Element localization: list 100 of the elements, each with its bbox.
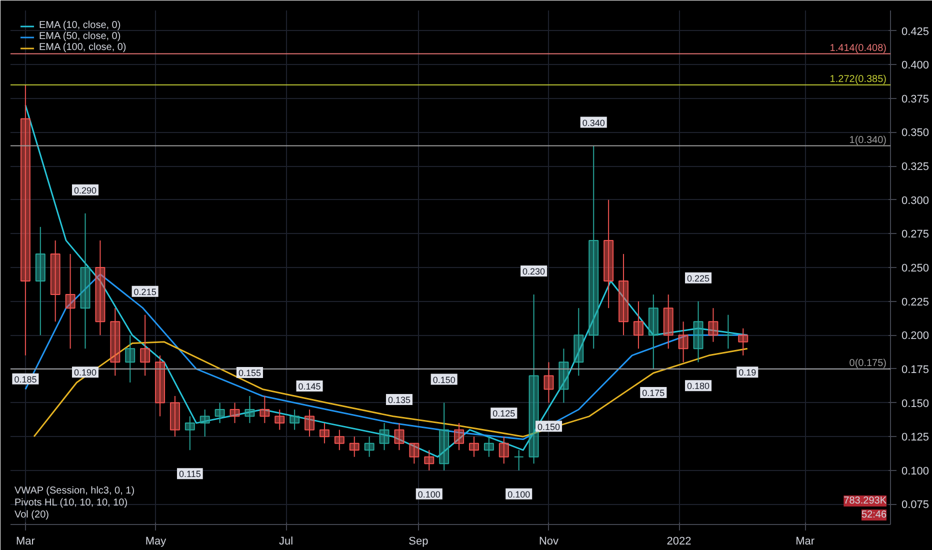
candlestick <box>618 253 628 336</box>
candlestick <box>439 402 450 471</box>
candlestick <box>260 396 270 424</box>
candlestick <box>80 212 90 350</box>
candlestick <box>379 422 390 451</box>
annotation: 0.145 <box>298 382 321 392</box>
candlestick <box>678 321 688 363</box>
candlestick <box>364 436 374 458</box>
candlestick <box>454 422 464 451</box>
ref-line-label: 1.414(0.408) <box>830 42 887 54</box>
candlestick <box>708 308 718 342</box>
x-tick-label: Sep <box>408 536 428 548</box>
candlestick <box>230 402 240 424</box>
candlestick <box>544 362 554 404</box>
x-tick-label: May <box>145 536 167 548</box>
annotation: Vol (20) <box>14 510 49 520</box>
candlestick <box>633 300 644 350</box>
candlestick <box>125 334 136 383</box>
candlestick <box>588 145 599 350</box>
annotation: 0.215 <box>134 286 156 297</box>
candlestick <box>319 422 330 444</box>
y-tick-label: 0.150 <box>902 398 930 410</box>
y-tick-label: 0.375 <box>902 93 930 106</box>
y-tick-label: 0.100 <box>902 465 930 478</box>
candlestick <box>184 416 195 451</box>
y-tick-label: 0.225 <box>902 296 930 308</box>
candlestick <box>200 409 210 438</box>
annotation: 0.19 <box>738 368 756 378</box>
annotation: 0.185 <box>14 374 37 384</box>
y-tick-label: 0.200 <box>902 330 930 342</box>
y-tick-label: 0.400 <box>902 60 930 72</box>
candlestick <box>155 354 165 417</box>
x-tick-label: Nov <box>538 536 560 548</box>
annotation: 52:46 <box>861 510 887 520</box>
candlestick <box>244 396 255 424</box>
candlestick <box>274 409 285 430</box>
candlestick <box>723 314 734 350</box>
legend-label: EMA (100, close, 0) <box>39 42 126 53</box>
annotation: 0.230 <box>522 266 546 277</box>
candlestick <box>498 436 509 464</box>
annotation: 0.190 <box>74 368 97 378</box>
candlestick <box>693 300 704 363</box>
annotation: 0.115 <box>178 469 201 480</box>
candlestick <box>424 450 434 471</box>
annotation: Pivots HL (10, 10, 10, 10) <box>14 498 128 508</box>
candlestick <box>394 422 404 451</box>
candlestick <box>663 294 674 350</box>
candlestick <box>514 450 524 471</box>
annotation: 0.100 <box>418 489 440 500</box>
annotation: 0.155 <box>238 368 261 378</box>
candlestick <box>604 199 614 309</box>
annotation: 0.150 <box>537 422 560 432</box>
candlestick <box>738 328 748 356</box>
x-tick-label: Mar <box>16 536 36 548</box>
ref-line-label: 0(0.175) <box>849 358 887 369</box>
candlestick <box>50 240 60 322</box>
annotation: 0.175 <box>642 388 665 398</box>
candlestick <box>20 84 30 356</box>
y-tick-label: 0.175 <box>902 364 930 376</box>
candlestick <box>290 409 300 430</box>
x-tick-label: Jul <box>279 536 294 548</box>
x-tick-label: 2022 <box>666 536 692 548</box>
annotation: 0.150 <box>432 374 456 385</box>
annotation: 0.340 <box>582 118 605 128</box>
annotation: 783.293K <box>844 496 887 506</box>
y-tick-label: 0.075 <box>902 499 930 512</box>
y-tick-label: 0.125 <box>902 432 930 444</box>
candlestick <box>65 253 76 350</box>
ref-line-label: 1(0.340) <box>849 134 887 146</box>
candlestick <box>110 308 120 376</box>
y-tick-label: 0.425 <box>902 26 930 38</box>
y-tick-label: 0.300 <box>902 194 930 207</box>
candlestick <box>484 436 494 458</box>
annotation: VWAP (Session, hlc3, 0, 1) <box>14 486 135 496</box>
x-tick-label: Mar <box>796 536 815 548</box>
y-tick-label: 0.350 <box>902 127 930 140</box>
legend-label: EMA (50, close, 0) <box>39 31 121 42</box>
candlestick <box>95 240 106 336</box>
candlestick <box>349 436 360 458</box>
legend-label: EMA (10, close, 0) <box>39 20 121 31</box>
annotation: 0.100 <box>508 489 530 500</box>
candlestick <box>648 294 658 370</box>
candlestick <box>214 402 225 424</box>
candlestick <box>170 396 180 438</box>
candlestick <box>574 308 584 376</box>
candlestick <box>469 436 479 458</box>
y-tick-label: 0.325 <box>902 161 930 174</box>
candlestick <box>558 348 569 404</box>
annotation: 0.180 <box>687 381 710 392</box>
candlestick <box>304 409 315 438</box>
annotation: 0.225 <box>687 273 710 284</box>
candlestick <box>140 314 150 376</box>
candlestick <box>35 226 46 336</box>
annotation: 0.125 <box>492 408 516 419</box>
ref-line-label: 1.272(0.385) <box>830 74 887 85</box>
candlestick <box>334 429 344 451</box>
candlestick <box>409 442 420 464</box>
annotation: 0.135 <box>388 395 411 406</box>
y-tick-label: 0.250 <box>902 262 930 274</box>
candlestick <box>528 294 539 464</box>
